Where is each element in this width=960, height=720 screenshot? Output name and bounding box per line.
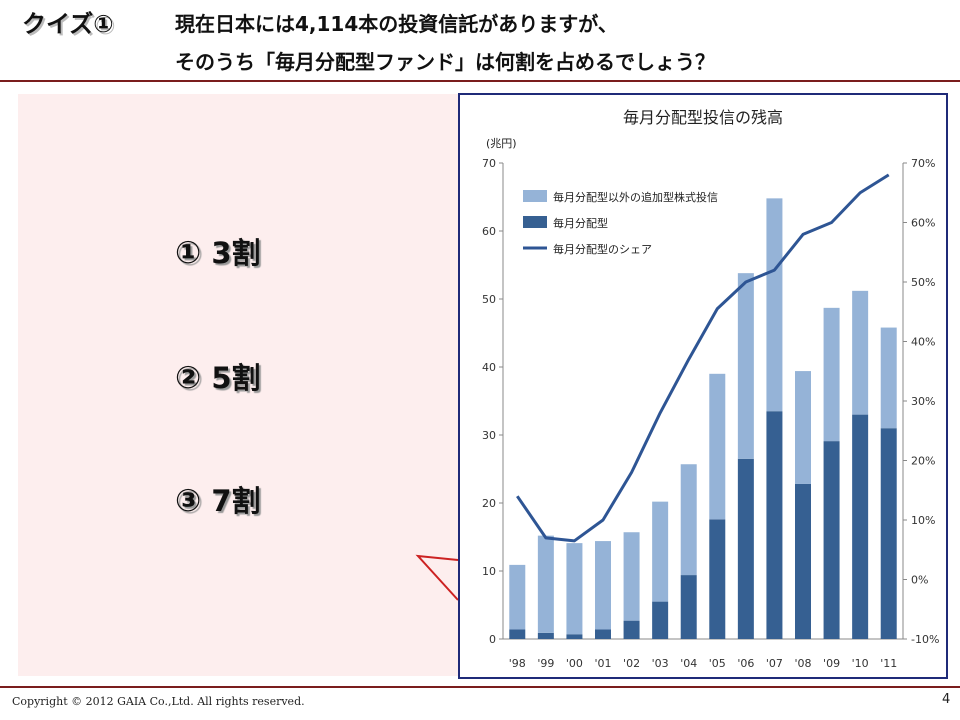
y2-tick-label: 10%	[911, 514, 935, 527]
y2-tick-label: 20%	[911, 455, 935, 468]
title-area: クイズ① 現在日本には4,114本の投資信託がありますが、 そのうち「毎月分配型…	[0, 0, 960, 80]
y-tick-label: 70	[482, 157, 496, 170]
bar-other-0	[509, 564, 526, 630]
title-divider	[0, 80, 960, 82]
y2-tick-label: 70%	[911, 157, 935, 170]
bar-monthly-1	[537, 632, 554, 639]
option-3[interactable]: ③ 7割	[175, 478, 261, 520]
y-axis-label: (兆円)	[486, 137, 517, 150]
y-tick-label: 50	[482, 293, 496, 306]
x-tick-label: '09	[823, 657, 840, 670]
bar-other-4	[623, 532, 640, 621]
option-2[interactable]: ② 5割	[175, 355, 261, 397]
y-tick-label: 10	[482, 565, 496, 578]
x-tick-label: '05	[709, 657, 726, 670]
bar-other-7	[709, 373, 726, 520]
bar-other-6	[680, 464, 697, 576]
x-tick-label: '10	[852, 657, 869, 670]
y-tick-label: 40	[482, 361, 496, 374]
legend-label-share: 毎月分配型のシェア	[553, 242, 652, 256]
y-tick-label: 0	[489, 633, 496, 646]
bar-monthly-7	[709, 519, 726, 639]
quiz-label: クイズ①	[22, 10, 114, 38]
x-tick-label: '01	[594, 657, 611, 670]
y2-tick-label: 60%	[911, 217, 935, 230]
bar-other-2	[566, 543, 583, 635]
bar-monthly-5	[652, 601, 669, 639]
option-2-text: 5割	[211, 361, 261, 395]
option-1-number: ①	[175, 235, 202, 271]
option-1-text: 3割	[211, 236, 261, 270]
x-tick-label: '02	[623, 657, 640, 670]
bar-other-9	[766, 198, 783, 412]
bar-monthly-4	[623, 620, 640, 639]
bar-other-13	[880, 327, 897, 429]
chart: 毎月分配型投信の残高 (兆円) 0 10 20 30 40 50 60 70 -10% 0% 10% 20…	[482, 108, 939, 670]
y2-tick-label: 0%	[911, 574, 928, 587]
y-tick-label: 30	[482, 429, 496, 442]
bar-monthly-13	[880, 428, 897, 639]
bar-other-3	[595, 541, 611, 630]
bar-monthly-0	[509, 629, 526, 639]
bar-monthly-12	[852, 414, 869, 639]
x-tick-label: '99	[537, 657, 554, 670]
bar-other-5	[652, 501, 669, 602]
x-tick-label: '04	[680, 657, 697, 670]
x-tick-label: '07	[766, 657, 783, 670]
option-3-number: ③	[175, 483, 202, 519]
legend-label-other: 毎月分配型以外の追加型株式投信	[553, 190, 718, 204]
bar-other-8	[737, 273, 754, 459]
y-tick-label: 20	[482, 497, 496, 510]
x-tick-label: '06	[737, 657, 754, 670]
legend-label-monthly: 毎月分配型	[553, 216, 608, 230]
share-line	[516, 173, 890, 543]
option-1[interactable]: ① 3割	[175, 230, 261, 272]
bar-monthly-3	[595, 629, 611, 639]
bar-monthly-8	[737, 458, 754, 639]
option-2-number: ②	[175, 360, 202, 396]
question-line-1: 現在日本には4,114本の投資信託がありますが、	[175, 12, 618, 36]
y2-tick-label: 50%	[911, 276, 935, 289]
footer-divider	[0, 686, 960, 688]
bar-other-10	[795, 371, 811, 484]
page-number: 4	[942, 692, 951, 707]
bar-monthly-2	[566, 634, 583, 639]
answer-panel	[18, 94, 458, 676]
question-line-2: そのうち「毎月分配型ファンド」は何割を占めるでしょう？	[175, 50, 715, 74]
y2-tick-label: -10%	[911, 633, 939, 646]
x-tick-label: '00	[566, 657, 583, 670]
bar-other-12	[852, 290, 869, 415]
bar-monthly-6	[680, 575, 697, 639]
bar-monthly-11	[823, 441, 840, 639]
chart-frame: 毎月分配型投信の残高 (兆円) 0 10 20 30 40 50 60 70 -10% 0% 10% 20…	[458, 93, 948, 679]
x-tick-label: '08	[794, 657, 811, 670]
legend-swatch-other	[523, 190, 547, 202]
copyright: Copyright © 2012 GAIA Co.,Ltd. All right…	[12, 695, 305, 708]
y2-tick-label: 40%	[911, 336, 935, 349]
bar-monthly-9	[766, 411, 783, 639]
y2-tick-label: 30%	[911, 395, 935, 408]
bar-monthly-10	[795, 483, 811, 639]
bar-other-11	[823, 307, 840, 442]
x-tick-label: '11	[880, 657, 897, 670]
option-3-text: 7割	[211, 484, 261, 518]
legend-swatch-monthly	[523, 216, 547, 228]
x-tick-label: '03	[652, 657, 669, 670]
bar-other-1	[537, 535, 554, 633]
x-tick-label: '98	[509, 657, 526, 670]
chart-title: 毎月分配型投信の残高	[623, 108, 783, 127]
y-tick-label: 60	[482, 225, 496, 238]
